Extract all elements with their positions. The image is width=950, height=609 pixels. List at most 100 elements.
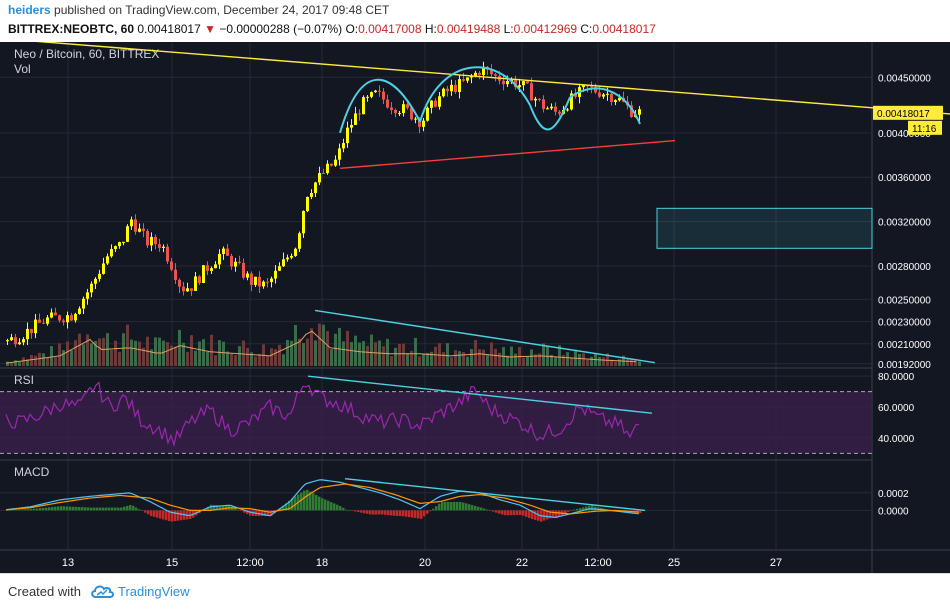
volume-bar <box>522 357 525 366</box>
macd-histogram-bar <box>57 506 60 511</box>
candle-body <box>630 105 633 117</box>
tradingview-brand-link[interactable]: TradingView <box>118 584 190 599</box>
legend-price-1: Vol <box>14 62 31 76</box>
macd-histogram-bar <box>78 507 81 511</box>
macd-histogram-bar <box>345 509 348 511</box>
volume-bar <box>634 359 637 366</box>
macd-histogram-bar <box>279 508 282 511</box>
candle-body <box>170 261 173 270</box>
macd-histogram-bar <box>117 507 120 511</box>
candle-body <box>430 100 433 108</box>
candle-body <box>234 261 237 267</box>
macd-histogram-bar <box>180 510 183 521</box>
macd-histogram-bar <box>102 507 105 511</box>
macd-histogram-bar <box>36 508 39 511</box>
candle-body <box>318 173 321 183</box>
volume-bar <box>618 359 621 366</box>
candle-body <box>314 182 317 194</box>
volume-bar <box>214 355 217 366</box>
volume-bar <box>118 351 121 366</box>
macd-histogram-bar <box>204 508 207 511</box>
volume-bar <box>314 340 317 366</box>
volume-bar <box>338 327 341 366</box>
macd-histogram-bar <box>123 506 126 511</box>
macd-histogram-bar <box>174 510 177 522</box>
macd-histogram-bar <box>447 501 450 511</box>
candle-body <box>10 337 13 341</box>
volume-bar <box>250 352 253 366</box>
macd-histogram-bar <box>267 510 270 517</box>
macd-histogram-bar <box>87 507 90 511</box>
volume-bar <box>178 329 181 366</box>
candle-body <box>382 91 385 100</box>
trendline-price-2 <box>314 309 656 364</box>
macd-histogram-bar <box>207 506 210 511</box>
macd-histogram-bar <box>378 510 381 515</box>
volume-bar <box>610 359 613 366</box>
candle-body <box>346 127 349 144</box>
candle-body <box>446 88 449 92</box>
chart-area[interactable]: 0.00450000 0.00400000 0.00360000 0.00320000… <box>0 42 950 573</box>
macd-histogram-bar <box>585 506 588 511</box>
author-link[interactable]: heiders <box>8 3 51 17</box>
candle-body <box>190 288 193 291</box>
volume-bar <box>342 341 345 366</box>
macd-histogram-bar <box>234 508 237 511</box>
volume-bar <box>74 340 77 366</box>
candle-body <box>518 85 521 88</box>
candle-body <box>406 104 409 108</box>
ohlc-low-value: 0.00412969 <box>513 22 578 36</box>
candle-body <box>582 85 585 88</box>
volume-bar <box>462 352 465 366</box>
volume-bar <box>630 359 633 366</box>
candle-body <box>638 109 641 115</box>
macd-histogram-bar <box>171 510 174 522</box>
macd-histogram-bar <box>471 505 474 511</box>
tradingview-cloud-icon[interactable] <box>90 583 114 599</box>
macd-histogram-bar <box>516 510 519 516</box>
volume-bar <box>362 341 365 366</box>
candle-body <box>50 312 53 318</box>
macd-histogram-bar <box>510 510 513 516</box>
macd-histogram-bar <box>375 510 378 515</box>
candle-body <box>390 107 393 110</box>
volume-bar <box>494 348 497 366</box>
candle-body <box>270 278 273 283</box>
volume-bar <box>554 357 557 366</box>
candle-body <box>334 159 337 166</box>
volume-bar <box>26 359 29 366</box>
y-tick-label-MACD-0: 0.0002 <box>878 489 909 500</box>
chart-canvas[interactable]: 0.00450000 0.00400000 0.00360000 0.00320000… <box>0 42 950 573</box>
symbol-label: BITTREX:NEOBTC, 60 <box>8 22 135 36</box>
volume-bar <box>406 353 409 366</box>
candle-body <box>274 270 277 279</box>
macd-histogram-bar <box>462 502 465 511</box>
candle-body <box>550 106 553 109</box>
trendline-RSI-0 <box>307 375 653 414</box>
macd-histogram-bar <box>309 491 312 511</box>
candle-body <box>502 80 505 85</box>
macd-histogram-bar <box>396 510 399 517</box>
candle-body <box>342 143 345 149</box>
candle-body <box>246 273 249 278</box>
candle-body <box>210 268 213 271</box>
y-tick-label-price-1: 0.00400000 <box>878 129 931 140</box>
macd-histogram-bar <box>483 508 486 511</box>
ohlc-open-key: O: <box>345 22 359 36</box>
y-tick-label-price-5: 0.00250000 <box>878 295 931 306</box>
volume-bar <box>286 339 289 366</box>
candle-body <box>94 278 97 284</box>
macd-histogram-bar <box>441 501 444 511</box>
macd-histogram-bar <box>48 507 51 511</box>
candle-body <box>506 81 509 85</box>
candle-body <box>254 276 257 285</box>
volume-bar <box>394 347 397 366</box>
candle-body <box>426 107 429 121</box>
macd-histogram-bar <box>24 509 27 511</box>
volume-bar <box>478 349 481 366</box>
macd-histogram-bar <box>72 506 75 511</box>
macd-histogram-bar <box>438 503 441 511</box>
macd-histogram-bar <box>69 506 72 511</box>
volume-bar <box>438 343 441 366</box>
y-tick-label-price-4: 0.00280000 <box>878 262 931 273</box>
